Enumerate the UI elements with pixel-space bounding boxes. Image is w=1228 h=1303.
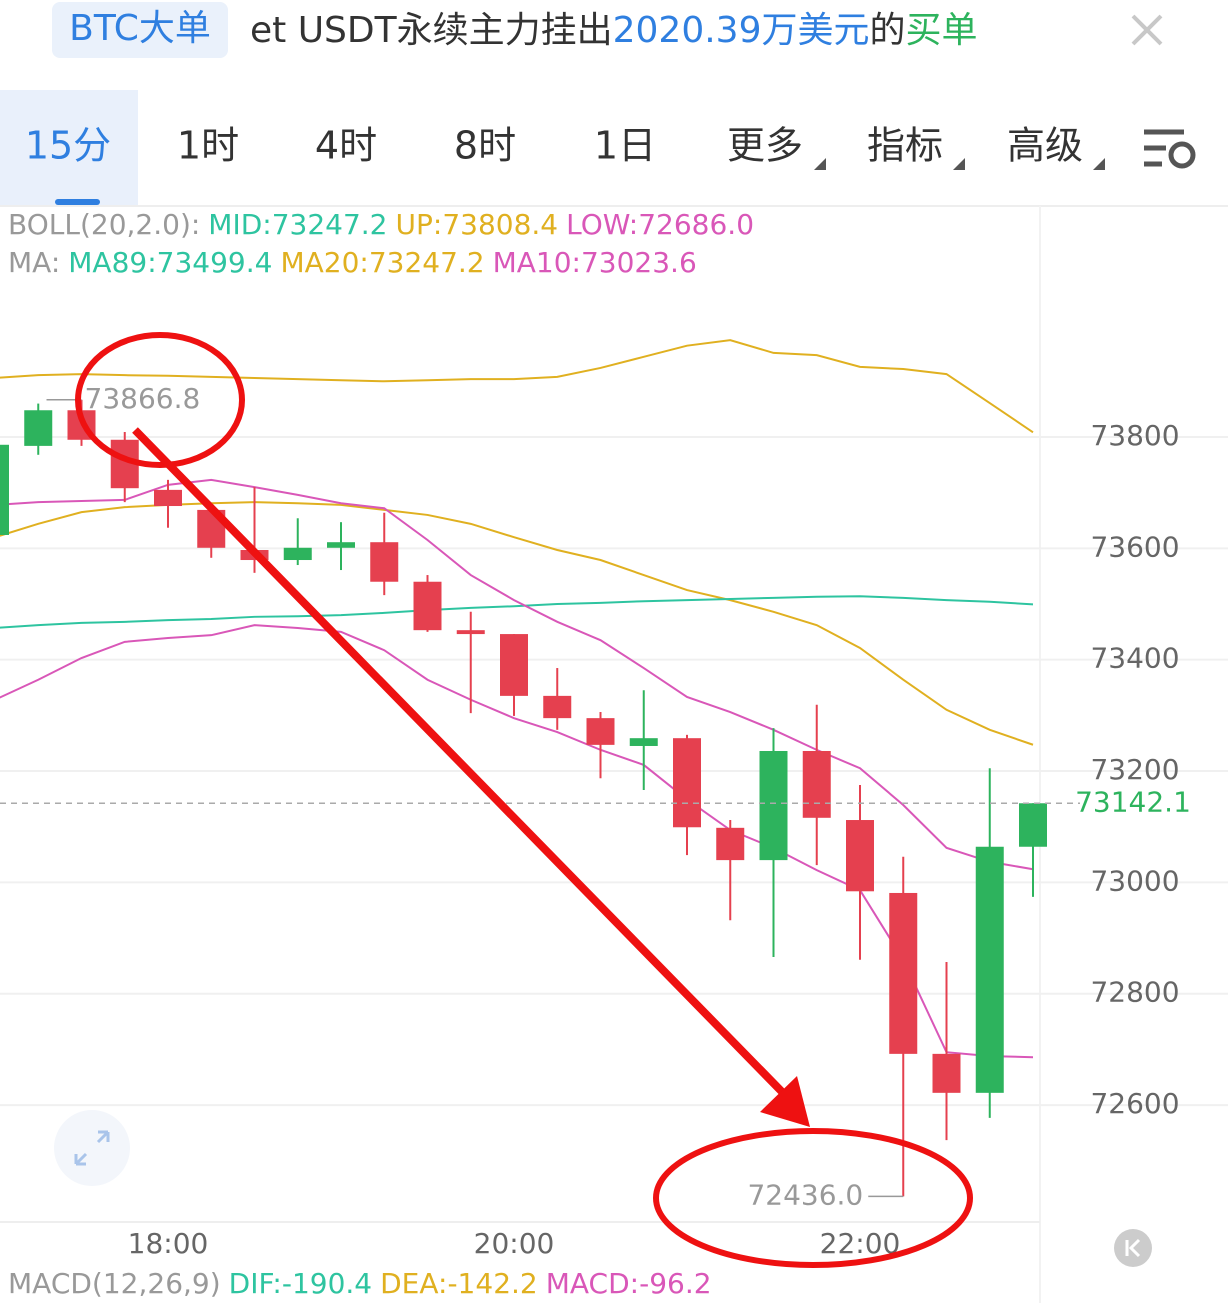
- legend-item: MA10:73023.6: [493, 246, 697, 279]
- y-tick-label: 72800: [1090, 976, 1179, 1009]
- settings-icon[interactable]: [1144, 129, 1196, 169]
- scroll-end-button[interactable]: [1114, 1229, 1152, 1267]
- candle-body: [716, 827, 745, 861]
- tag-bg: [52, 2, 228, 58]
- annotation-circle: [75, 332, 245, 468]
- y-tick-label: 73400: [1090, 642, 1179, 675]
- tab[interactable]: 1时: [177, 124, 239, 168]
- indicator-line: [0, 339, 1034, 434]
- annotation-circle: [653, 1128, 973, 1268]
- legend-item: MA20:73247.2: [280, 246, 484, 279]
- message-part: 的: [870, 10, 906, 51]
- candle-body: [673, 738, 701, 828]
- annotations: [75, 332, 973, 1268]
- dropdown-arrows: [814, 158, 1105, 170]
- y-tick-label: 73600: [1090, 530, 1179, 563]
- legend-item: MACD(12,26,9): [8, 1267, 221, 1300]
- expand-icon: [74, 1130, 110, 1166]
- legend-item: MACD:-96.2: [546, 1267, 712, 1300]
- indicator-line: [0, 595, 1034, 629]
- tab[interactable]: 15分: [25, 124, 111, 168]
- max-label: 73866.8: [85, 382, 201, 415]
- chart: BOLL(20,2.0): MID:73247.2 UP:73808.4 LOW:72…: [0, 208, 1228, 1300]
- message-part: 2020.39万美元: [613, 10, 870, 51]
- candle-body: [0, 444, 9, 535]
- legend-row: MA: MA89:73499.4 MA20:73247.2 MA10:73023.6: [8, 246, 697, 279]
- candle-body: [802, 750, 831, 818]
- message-part: 买单: [906, 10, 978, 51]
- scroll-end-icon: [1125, 1238, 1141, 1258]
- candle-body: [370, 542, 399, 582]
- annotation-arrow: [132, 427, 791, 1101]
- candle-body: [759, 750, 788, 861]
- candle-body: [327, 542, 355, 548]
- legend-item: DIF:-190.4: [229, 1267, 372, 1300]
- y-tick-label: 73000: [1090, 864, 1179, 897]
- legend-item: LOW:72686.0: [566, 208, 754, 241]
- annotation-arrowhead: [760, 1076, 810, 1127]
- tag: BTC大单: [69, 8, 211, 49]
- candle-body: [24, 410, 53, 446]
- min-label: 72436.0: [747, 1178, 863, 1211]
- candle-body: [413, 581, 442, 631]
- candle-body: [889, 892, 918, 1054]
- message-part: et USDT永续主力挂出: [250, 10, 613, 51]
- candle-body: [586, 718, 615, 745]
- y-tick-label: 73800: [1090, 419, 1179, 452]
- active-tab-underline: [55, 199, 100, 205]
- tab[interactable]: 8时: [454, 124, 516, 168]
- tab[interactable]: 更多: [727, 124, 803, 168]
- y-tick-label: 73200: [1090, 753, 1179, 786]
- candle-body: [543, 695, 572, 719]
- last-price-label: 73142.1: [1075, 785, 1191, 818]
- close-button[interactable]: [1131, 14, 1163, 46]
- message: et USDT永续主力挂出2020.39万美元的买单: [250, 10, 978, 51]
- tab[interactable]: 4时: [315, 124, 377, 168]
- candle-body: [932, 1053, 961, 1093]
- dropdown-arrow: [814, 158, 826, 170]
- expand-bg: [54, 1110, 130, 1186]
- tab[interactable]: 高级: [1007, 124, 1083, 168]
- tab[interactable]: 1日: [594, 124, 656, 168]
- x-tick-label: 18:00: [128, 1227, 209, 1260]
- candle-body: [154, 489, 182, 507]
- legend-item: MA89:73499.4: [68, 246, 272, 279]
- indicator-line: [0, 501, 1034, 746]
- legend-item: UP:73808.4: [396, 208, 559, 241]
- legend-item: MA:: [8, 246, 60, 279]
- candle-body: [975, 846, 1004, 1093]
- legend-row: BOLL(20,2.0): MID:73247.2 UP:73808.4 LOW:72…: [8, 208, 754, 241]
- tabs: 15分 1时 4时 8时 1日 更多 指标 高级: [25, 124, 1083, 168]
- legend-item: MID:73247.2: [208, 208, 387, 241]
- expand-button[interactable]: [54, 1110, 130, 1186]
- candle-body: [1019, 803, 1047, 847]
- y-tick-label: 72600: [1090, 1087, 1179, 1120]
- icon-gear: [1168, 141, 1196, 169]
- x-tick-label: 20:00: [474, 1227, 555, 1260]
- candle-body: [500, 634, 528, 696]
- close-x: [1131, 14, 1163, 46]
- candle-body: [846, 820, 874, 892]
- legend-item: DEA:-142.2: [380, 1267, 538, 1300]
- candle-body: [283, 547, 312, 561]
- candle-body: [629, 738, 658, 746]
- active-tab-bg: [0, 90, 138, 205]
- dropdown-arrow: [1093, 158, 1105, 170]
- dropdown-arrow: [953, 158, 965, 170]
- tab[interactable]: 指标: [867, 124, 943, 168]
- legend-row: MACD(12,26,9) DIF:-190.4 DEA:-142.2 MACD:-9…: [8, 1267, 712, 1300]
- candle-body: [456, 630, 485, 635]
- legend-item: BOLL(20,2.0):: [8, 208, 200, 241]
